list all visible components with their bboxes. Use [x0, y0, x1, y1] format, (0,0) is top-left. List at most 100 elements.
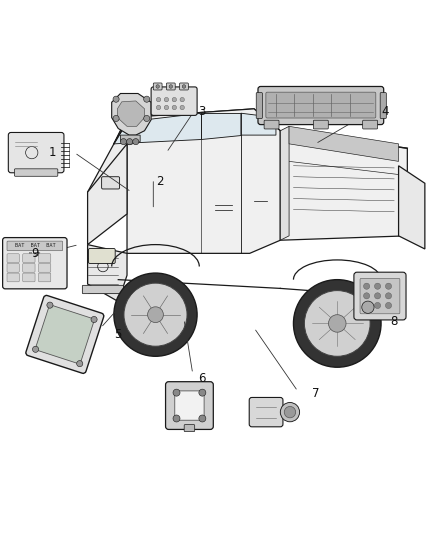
FancyBboxPatch shape: [3, 238, 67, 289]
FancyBboxPatch shape: [23, 263, 35, 272]
FancyBboxPatch shape: [313, 120, 328, 129]
Polygon shape: [120, 135, 140, 145]
Circle shape: [172, 98, 177, 102]
Text: 8: 8: [391, 315, 398, 328]
Text: 2: 2: [156, 175, 164, 188]
FancyBboxPatch shape: [360, 278, 400, 314]
FancyBboxPatch shape: [258, 86, 384, 125]
Circle shape: [120, 139, 127, 145]
FancyBboxPatch shape: [7, 254, 19, 263]
Circle shape: [113, 96, 119, 102]
Polygon shape: [114, 113, 201, 144]
Text: 3: 3: [198, 104, 205, 117]
Polygon shape: [88, 144, 127, 245]
Polygon shape: [289, 126, 399, 161]
Circle shape: [364, 283, 370, 289]
FancyBboxPatch shape: [39, 254, 51, 263]
Circle shape: [114, 273, 197, 356]
Circle shape: [385, 283, 392, 289]
Circle shape: [364, 293, 370, 299]
Polygon shape: [280, 131, 407, 240]
Text: FUSE: FUSE: [28, 252, 41, 257]
Circle shape: [32, 346, 39, 352]
Circle shape: [91, 317, 97, 322]
Polygon shape: [241, 113, 276, 135]
FancyBboxPatch shape: [7, 263, 19, 272]
Circle shape: [144, 96, 150, 102]
Circle shape: [77, 361, 83, 367]
FancyBboxPatch shape: [14, 169, 58, 176]
Circle shape: [374, 293, 381, 299]
Circle shape: [180, 106, 184, 110]
FancyBboxPatch shape: [264, 120, 279, 129]
FancyBboxPatch shape: [102, 177, 120, 189]
Polygon shape: [280, 126, 289, 240]
Circle shape: [156, 106, 161, 110]
Circle shape: [182, 85, 186, 88]
Circle shape: [199, 415, 206, 422]
Circle shape: [280, 402, 300, 422]
Circle shape: [148, 307, 163, 322]
Polygon shape: [117, 101, 145, 126]
FancyBboxPatch shape: [180, 83, 188, 90]
FancyBboxPatch shape: [7, 273, 19, 282]
Text: 9: 9: [31, 247, 39, 260]
FancyBboxPatch shape: [7, 241, 63, 251]
Text: 6: 6: [198, 372, 205, 385]
Circle shape: [124, 283, 187, 346]
FancyBboxPatch shape: [39, 263, 51, 272]
Circle shape: [127, 139, 133, 145]
Circle shape: [164, 106, 169, 110]
Circle shape: [144, 115, 150, 122]
Circle shape: [133, 139, 139, 145]
FancyBboxPatch shape: [166, 382, 213, 430]
FancyBboxPatch shape: [151, 87, 197, 115]
Circle shape: [156, 98, 161, 102]
FancyBboxPatch shape: [26, 295, 104, 374]
Circle shape: [328, 314, 346, 332]
Polygon shape: [399, 166, 425, 249]
Text: 4: 4: [381, 104, 389, 117]
Polygon shape: [88, 245, 127, 302]
Circle shape: [173, 415, 180, 422]
Circle shape: [47, 302, 53, 308]
Circle shape: [172, 106, 177, 110]
Circle shape: [364, 302, 370, 309]
Circle shape: [180, 98, 184, 102]
Polygon shape: [88, 118, 127, 214]
FancyBboxPatch shape: [184, 425, 194, 432]
FancyBboxPatch shape: [82, 285, 124, 294]
Circle shape: [362, 301, 374, 313]
FancyBboxPatch shape: [380, 93, 386, 118]
Circle shape: [173, 389, 180, 396]
FancyBboxPatch shape: [88, 248, 115, 263]
Text: 7: 7: [311, 387, 319, 400]
Circle shape: [293, 280, 381, 367]
Circle shape: [385, 293, 392, 299]
FancyBboxPatch shape: [175, 391, 204, 420]
Polygon shape: [114, 109, 280, 144]
Text: 1: 1: [49, 146, 57, 159]
FancyBboxPatch shape: [166, 83, 175, 90]
Text: BAT  BAT  BAT: BAT BAT BAT: [14, 244, 55, 248]
FancyBboxPatch shape: [266, 92, 376, 118]
Circle shape: [304, 290, 370, 356]
Circle shape: [169, 85, 173, 88]
FancyBboxPatch shape: [23, 273, 35, 282]
Circle shape: [284, 407, 296, 418]
FancyBboxPatch shape: [354, 272, 406, 320]
Polygon shape: [127, 109, 280, 253]
FancyBboxPatch shape: [35, 305, 94, 364]
Circle shape: [164, 98, 169, 102]
FancyBboxPatch shape: [256, 93, 262, 118]
Circle shape: [113, 115, 119, 122]
Circle shape: [156, 85, 159, 88]
FancyBboxPatch shape: [39, 273, 51, 282]
Circle shape: [374, 283, 381, 289]
Circle shape: [199, 389, 206, 396]
Text: 5: 5: [115, 328, 122, 341]
FancyBboxPatch shape: [23, 254, 35, 263]
Circle shape: [385, 302, 392, 309]
Polygon shape: [112, 93, 151, 135]
FancyBboxPatch shape: [153, 83, 162, 90]
